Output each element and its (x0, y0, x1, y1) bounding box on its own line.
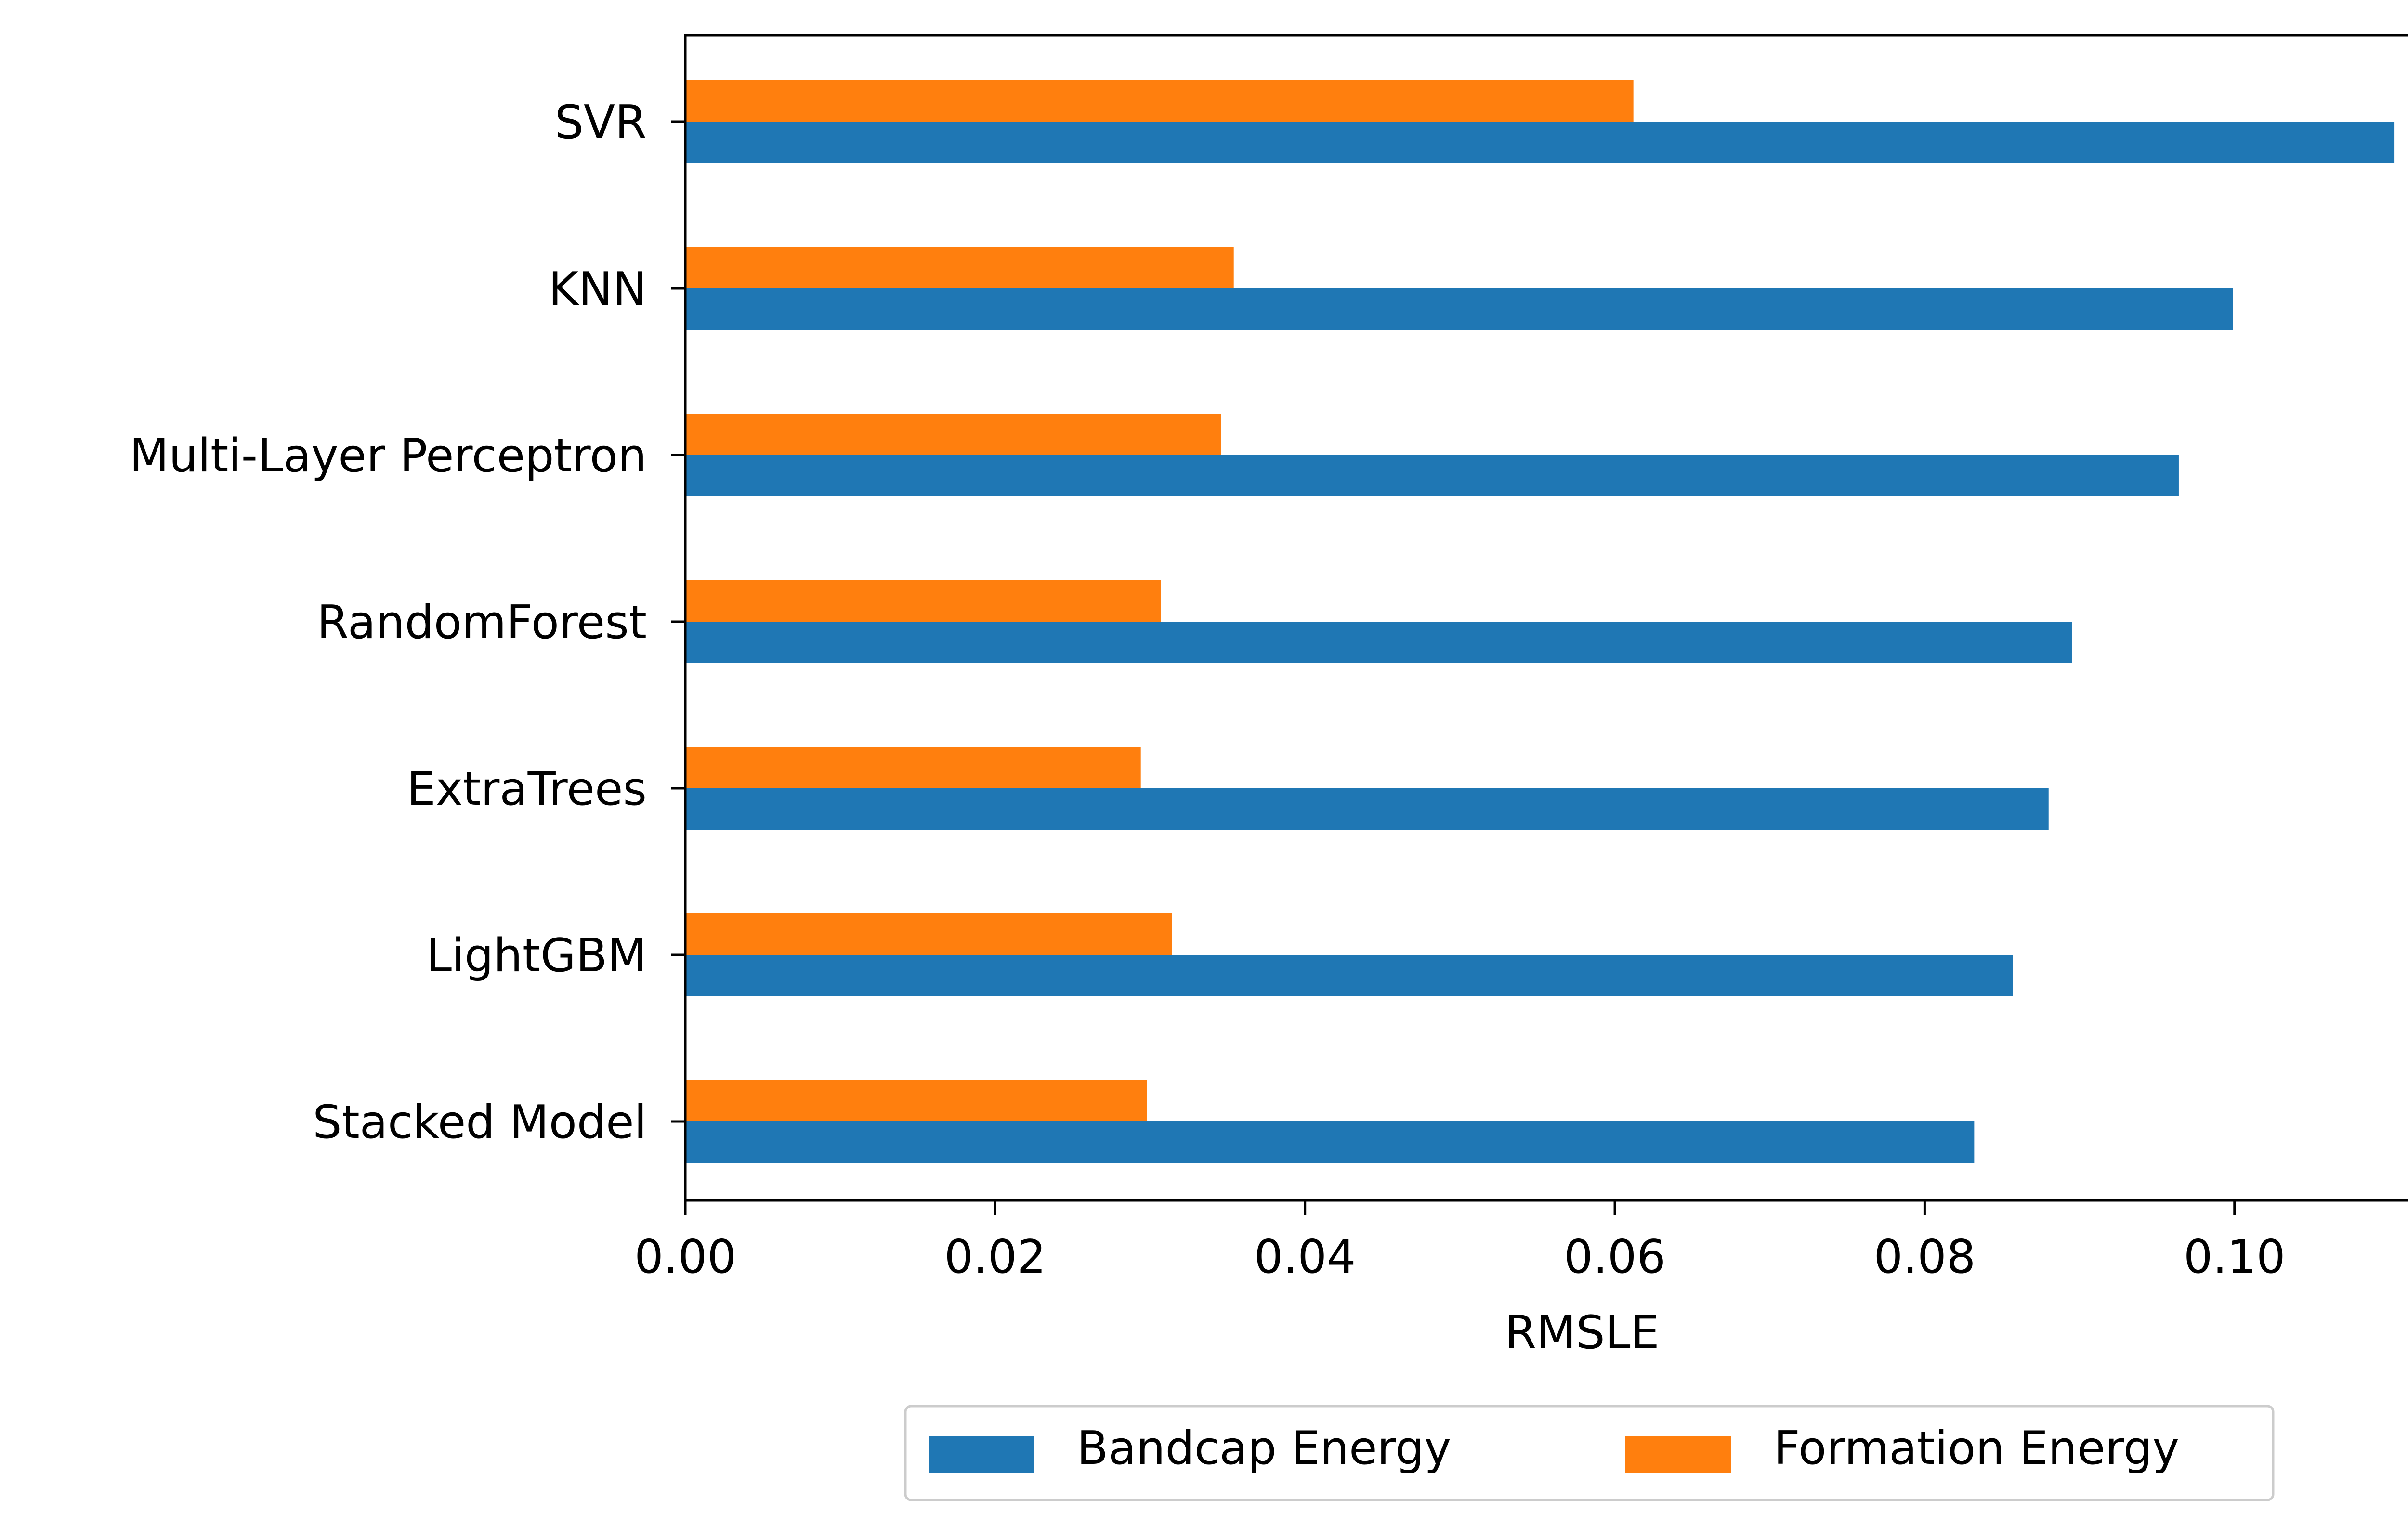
x-tick-label: 0.10 (2184, 1231, 2286, 1284)
bar-bandcap-5 (685, 955, 2013, 996)
x-tick-label: 0.04 (1254, 1231, 1356, 1284)
x-axis: 0.00 0.02 0.04 0.06 0.08 0.10 (634, 1200, 2286, 1284)
legend-box (904, 1405, 2275, 1501)
x-tick-label: 0.02 (944, 1231, 1047, 1284)
plot-frame (684, 34, 2408, 1202)
legend-label-bandcap: Bandcap Energy (1077, 1422, 1451, 1475)
legend: Bandcap Energy Formation Energy (904, 1405, 2275, 1501)
bar-bandcap-4 (685, 788, 2049, 830)
bar-bandcap-6 (685, 1121, 1975, 1163)
bar-formation-0 (685, 80, 1634, 122)
x-tick-label: 0.00 (634, 1231, 736, 1284)
bar-bandcap-2 (685, 455, 2179, 496)
bar-formation-6 (685, 1080, 1147, 1121)
legend-swatch-bandcap (929, 1436, 1034, 1473)
bar-formation-5 (685, 913, 1172, 955)
bar-formation-2 (685, 414, 1221, 455)
bar-formation-1 (685, 247, 1234, 288)
bar-formation-3 (685, 580, 1161, 622)
bar-bandcap-3 (685, 622, 2072, 663)
y-tick-label: RandomForest (317, 596, 647, 649)
legend-swatch-formation (1625, 1436, 1731, 1473)
x-tick-label: 0.08 (1874, 1231, 1976, 1284)
y-tick-label: Stacked Model (313, 1096, 647, 1149)
x-tick-label: 0.06 (1564, 1231, 1666, 1284)
y-tick-label: LightGBM (426, 929, 647, 982)
bar-bandcap-0 (685, 122, 2395, 163)
bar-bandcap-1 (685, 288, 2233, 330)
x-axis-label: RMSLE (1505, 1306, 1659, 1359)
bar-formation-4 (685, 747, 1141, 788)
y-tick-label: SVR (555, 96, 647, 149)
legend-label-formation: Formation Energy (1774, 1422, 2179, 1475)
y-axis: SVR KNN Multi-Layer Perceptron RandomForest… (130, 96, 685, 1149)
y-tick-label: ExtraTrees (407, 763, 647, 816)
y-tick-label: KNN (549, 263, 647, 316)
bars-layer (685, 80, 2395, 1163)
y-tick-label: Multi-Layer Perceptron (130, 430, 647, 482)
